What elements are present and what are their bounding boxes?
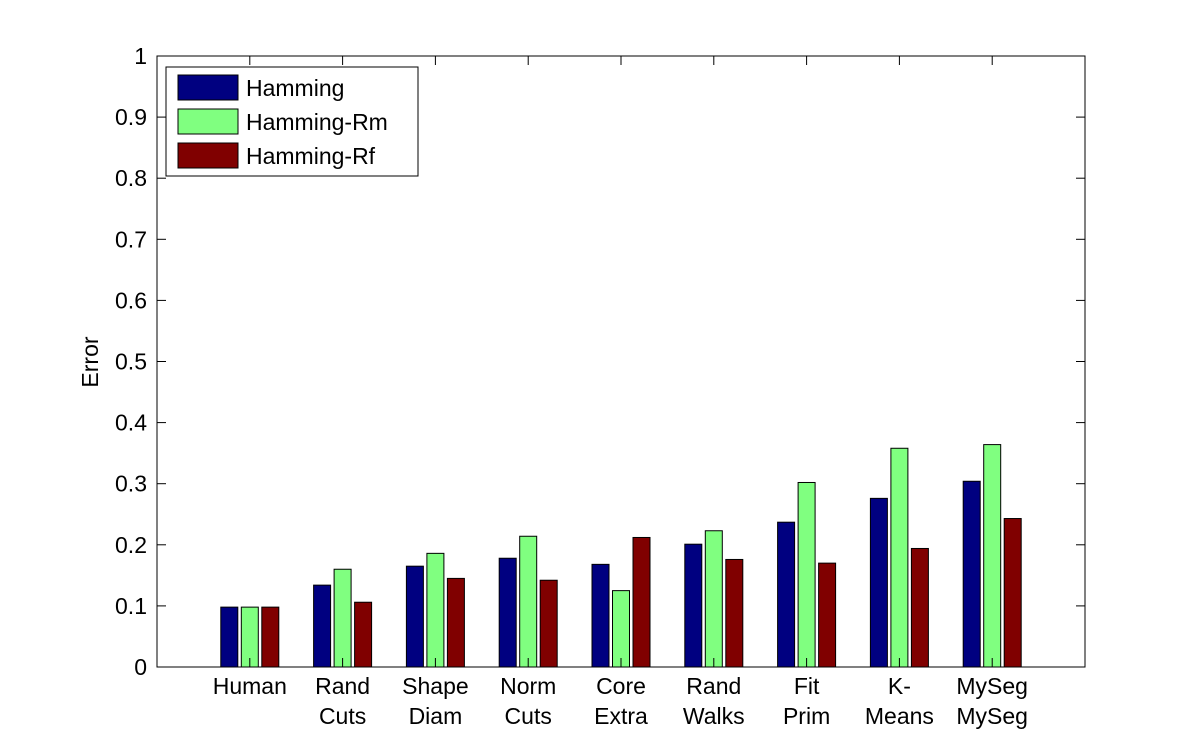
- bar-hamming-6: [684, 543, 703, 668]
- bar-hamming-rm-6: [704, 530, 723, 668]
- bar-hamming-2: [313, 584, 332, 668]
- y-tick-label: 0.6: [115, 287, 147, 313]
- bar-hamming-8: [869, 497, 888, 668]
- bar-hamming-rf-3: [446, 577, 465, 668]
- y-tick-label: 0: [134, 654, 147, 680]
- x-tick-label: Walks: [683, 703, 745, 729]
- legend-label-hamming: Hamming: [246, 75, 344, 101]
- y-tick-label: 0.9: [115, 104, 147, 130]
- y-tick-label: 0.4: [115, 410, 147, 436]
- x-tick-label: K-: [888, 673, 911, 699]
- x-tick-label: Cuts: [319, 703, 366, 729]
- legend-swatch-hamming: [177, 74, 239, 101]
- x-tick-label: MySeg: [956, 703, 1028, 729]
- bar-hamming-1: [220, 606, 239, 668]
- bar-hamming-rf-5: [632, 536, 651, 668]
- x-tick-label: Extra: [594, 703, 648, 729]
- bar-hamming-rf-1: [261, 606, 280, 668]
- x-tick-label: Means: [865, 703, 934, 729]
- bar-hamming-rm-4: [519, 535, 538, 668]
- x-tick-label: Core: [596, 673, 646, 699]
- ticks-layer: [157, 55, 1085, 668]
- x-tick-label: Fit: [794, 673, 820, 699]
- bar-hamming-4: [498, 557, 517, 668]
- legend: Hamming Hamming-Rm Hamming-Rf: [165, 66, 419, 177]
- legend-swatch-hamming-rf: [177, 142, 239, 169]
- x-tick-label: Rand: [686, 673, 741, 699]
- bar-hamming-rf-7: [818, 562, 837, 668]
- bar-hamming-rf-2: [354, 601, 373, 668]
- y-tick-label: 0.2: [115, 532, 147, 558]
- x-tick-label: Rand: [315, 673, 370, 699]
- x-tick-label: Shape: [402, 673, 469, 699]
- x-tick-label: Cuts: [505, 703, 552, 729]
- x-tick-label: Diam: [409, 703, 463, 729]
- bar-hamming-rm-3: [426, 552, 445, 668]
- bar-hamming-7: [777, 521, 796, 668]
- x-tick-label: Human: [213, 673, 287, 699]
- bar-hamming-rm-8: [890, 447, 909, 668]
- x-tick-label: Prim: [783, 703, 830, 729]
- x-tick-labels: Human Rand Cuts Shape Diam Norm Cuts Core Extra R…: [213, 673, 1028, 729]
- bar-hamming-rm-9: [983, 444, 1002, 668]
- bar-hamming-rm-5: [612, 590, 630, 668]
- bar-hamming-rm-2: [333, 568, 352, 668]
- y-tick-label: 1: [134, 43, 147, 69]
- bar-hamming-rm-7: [797, 481, 816, 668]
- y-tick-label: 0.5: [115, 349, 147, 375]
- bar-hamming-rf-6: [725, 558, 744, 668]
- y-tick-label: 0.3: [115, 471, 147, 497]
- bar-hamming-rf-9: [1003, 518, 1022, 668]
- y-tick-labels: 0 0.1 0.2 0.3 0.4 0.5 0.6 0.7 0.8 0.9 1: [115, 43, 147, 680]
- bars-layer: [220, 444, 1022, 668]
- y-tick-label: 0.1: [115, 593, 147, 619]
- bar-hamming-9: [962, 480, 981, 668]
- x-tick-label: MySeg: [956, 673, 1028, 699]
- legend-label-hamming-rm: Hamming-Rm: [246, 109, 388, 135]
- x-tick-label: Norm: [500, 673, 556, 699]
- legend-swatch-hamming-rm: [177, 108, 239, 135]
- bar-hamming-rf-8: [910, 547, 929, 668]
- bar-hamming-3: [405, 565, 424, 668]
- y-axis-label: Error: [77, 336, 103, 387]
- legend-label-hamming-rf: Hamming-Rf: [246, 143, 376, 169]
- bar-hamming-rf-4: [539, 579, 558, 668]
- y-tick-label: 0.8: [115, 165, 147, 191]
- y-tick-label: 0.7: [115, 226, 147, 252]
- bar-hamming-5: [591, 563, 610, 668]
